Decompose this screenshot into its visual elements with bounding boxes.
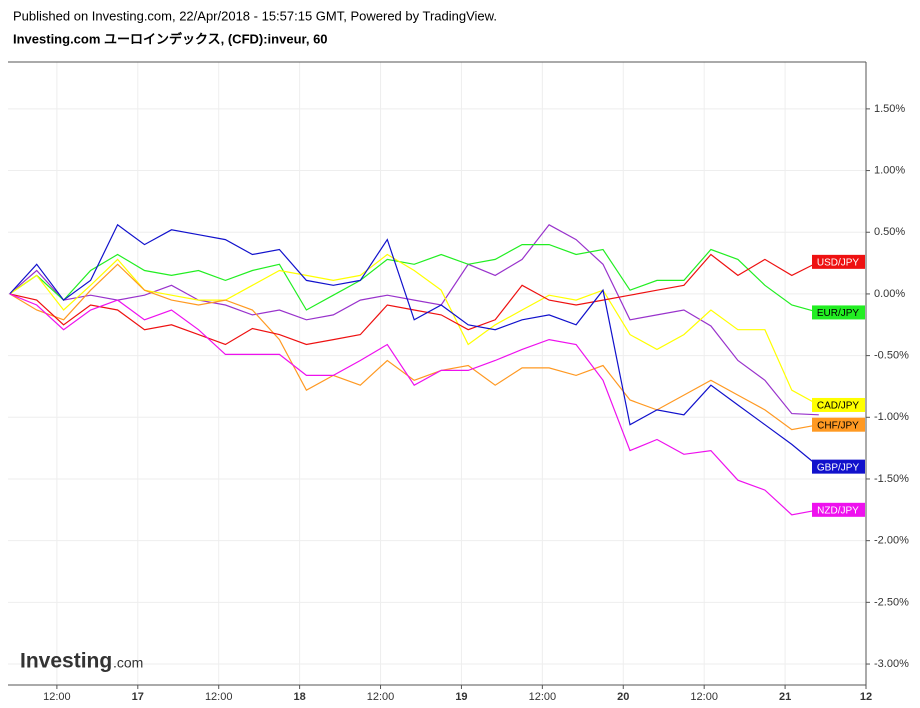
x-tick-label: 21 (779, 691, 791, 703)
y-tick-label: -2.00% (874, 535, 909, 547)
series-line (9, 293, 819, 516)
y-tick-label: 1.50% (874, 103, 905, 115)
series-label: EUR/JPY (817, 308, 860, 319)
x-tick-label: 12:00 (529, 691, 557, 703)
y-tick-label: -2.50% (874, 596, 909, 608)
y-tick-label: -1.50% (874, 473, 909, 485)
chart-title: Investing.com ユーロインデックス, (CFD):inveur, 6… (13, 31, 328, 46)
series-label-box (812, 254, 865, 269)
x-tick-label: 12:00 (367, 691, 395, 703)
y-tick-label: 0.50% (874, 226, 905, 238)
logo: Investing (20, 650, 112, 673)
series-label: NZD/JPY (817, 505, 859, 516)
x-tick-label: 12:00 (43, 691, 71, 703)
series-line (9, 253, 820, 346)
series-label-box (812, 417, 865, 432)
series-line (9, 244, 819, 313)
series-label-box (812, 459, 865, 474)
x-tick-label: 19 (455, 691, 467, 703)
x-tick-label: 20 (617, 691, 629, 703)
x-tick-label: 17 (132, 691, 144, 703)
series-label: CAD/JPY (817, 401, 860, 412)
logo-suffix: .com (113, 655, 143, 671)
y-tick-label: 0.00% (874, 288, 905, 300)
x-tick-label: 12:00 (205, 691, 233, 703)
series-label: GBP/JPY (817, 462, 860, 473)
series-label-box (812, 397, 865, 412)
y-tick-label: -0.50% (874, 350, 909, 362)
series-label: CHF/JPY (817, 420, 859, 431)
series-label-box (812, 502, 865, 517)
series-line (9, 263, 819, 431)
series-label: USD/JPY (817, 257, 860, 268)
series-label-box (812, 305, 865, 320)
series-line (9, 223, 820, 468)
series-line (9, 224, 819, 416)
x-tick-label: 12:00 (690, 691, 718, 703)
y-tick-label: -3.00% (874, 658, 909, 670)
y-tick-label: 1.00% (874, 164, 905, 176)
chart-subtitle: Published on Investing.com, 22/Apr/2018 … (13, 8, 497, 23)
y-tick-label: -1.00% (874, 411, 909, 423)
x-tick-label: 12 (860, 691, 872, 703)
x-tick-label: 18 (293, 691, 305, 703)
